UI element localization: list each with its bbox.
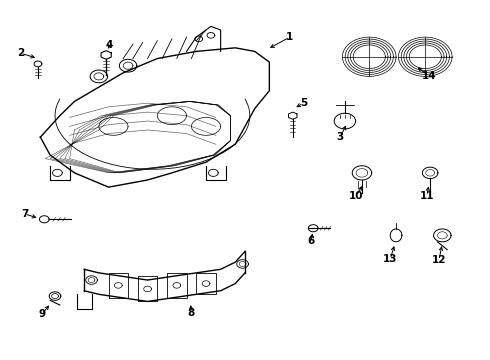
Text: 14: 14 xyxy=(422,71,437,81)
Text: 9: 9 xyxy=(38,309,46,319)
Text: 10: 10 xyxy=(349,191,364,201)
Text: 4: 4 xyxy=(106,40,113,50)
Text: 11: 11 xyxy=(419,191,434,201)
Text: 6: 6 xyxy=(307,237,315,247)
Text: 2: 2 xyxy=(17,48,24,58)
Text: 7: 7 xyxy=(21,209,28,219)
Text: 3: 3 xyxy=(336,132,343,142)
Text: 1: 1 xyxy=(286,32,294,42)
Text: 5: 5 xyxy=(300,98,307,108)
Text: 12: 12 xyxy=(432,255,446,265)
Text: 13: 13 xyxy=(383,254,397,264)
Text: 8: 8 xyxy=(188,308,195,318)
